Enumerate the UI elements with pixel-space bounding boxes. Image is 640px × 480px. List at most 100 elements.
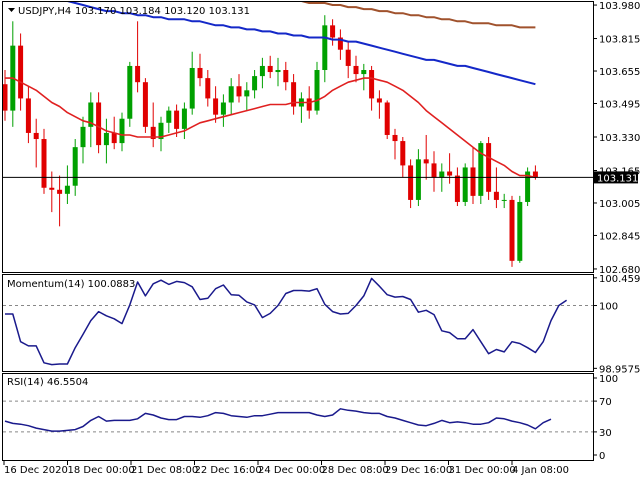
candle-bear (400, 141, 406, 166)
rsi-plot (3, 400, 593, 433)
candle-bull (244, 90, 250, 97)
candle-bear (306, 98, 312, 111)
time-tick-label: 28 Dec 08:00 (322, 465, 389, 476)
price-tick-label: 103.980 (599, 1, 640, 12)
candle-bull (322, 25, 328, 71)
candle-bear (174, 110, 180, 129)
momentum-plot (3, 277, 593, 366)
candle-bull (158, 122, 164, 140)
ma-mid-line (67, 2, 536, 86)
candle-bear (392, 134, 398, 142)
time-tick-label: 31 Dec 00:00 (449, 465, 516, 476)
candle-bear (150, 126, 156, 140)
candle-bull (64, 185, 70, 194)
time-tick-label: 16 Dec 2020 (4, 465, 68, 476)
candle-bull (88, 102, 94, 127)
time-tick-label: 24 Dec 00:00 (258, 465, 325, 476)
candle-bear (267, 65, 273, 73)
candle-bear (454, 175, 460, 202)
candle-bear (431, 163, 437, 178)
candle-bull (259, 65, 265, 77)
candle-bear (49, 187, 55, 190)
candle-bear (197, 67, 203, 79)
candle-bear (447, 171, 453, 176)
candle-bull (220, 102, 226, 115)
candle-bull (181, 108, 187, 129)
symbol-label: USDJPY,H4 (18, 6, 71, 17)
candle-bear (291, 82, 297, 107)
candle-bear (111, 132, 117, 144)
ohlc-values: 103.170 103.184 103.120 103.131 (75, 6, 250, 17)
time-tick-label: 4 Jan 08:00 (512, 465, 569, 476)
price-plot (3, 2, 593, 267)
candle-bear (376, 98, 382, 103)
candle-bull (525, 171, 531, 202)
candle-bear (509, 199, 515, 261)
candle-bear (142, 82, 148, 127)
candle-bull (415, 159, 421, 200)
candle-bear (369, 70, 375, 99)
price-tick-label: 103.005 (599, 199, 640, 210)
momentum-tick-label: 98.9575 (599, 364, 640, 375)
rsi-tick-label: 0 (599, 451, 605, 462)
price-tick-label: 102.680 (599, 265, 640, 276)
candle-bear (57, 189, 63, 194)
rsi-label: RSI(14) 46.5504 (7, 377, 88, 388)
candle-bear (532, 171, 538, 178)
momentum-panel-frame (2, 274, 594, 372)
axes: 103.131 103.980 103.815 103.655 103.495 103.3… (3, 1, 640, 476)
candle-bull (275, 70, 281, 73)
candle-bull (462, 167, 468, 202)
rsi-tick-label: 70 (599, 397, 612, 408)
momentum-tick-label: 100.4598 (599, 274, 640, 285)
ma-fast-line (5, 77, 536, 179)
candle-bear (18, 45, 24, 99)
price-tick-label: 103.330 (599, 133, 640, 144)
candle-bear (408, 165, 414, 200)
candle-bull (166, 110, 172, 123)
price-tick-label: 103.165 (599, 166, 640, 177)
candle-bear (236, 86, 242, 97)
candle-bear (330, 25, 336, 38)
price-tick-label: 103.655 (599, 67, 640, 78)
candle-bull (72, 147, 78, 186)
candle-bull (314, 70, 320, 111)
candle-bull (103, 132, 109, 146)
candle-bear (283, 70, 289, 83)
candle-bear (486, 143, 492, 192)
momentum-tick-label: 100 (599, 302, 618, 313)
candle-bear (205, 78, 211, 99)
time-tick-label: 22 Dec 16:00 (195, 465, 262, 476)
candle-bull (361, 70, 367, 75)
rsi-line (4, 408, 552, 432)
candle-bear (135, 65, 141, 83)
candle-bear (3, 84, 8, 111)
candle-bear (213, 98, 219, 115)
time-tick-label: 21 Dec 08:00 (131, 465, 198, 476)
momentum-label: Momentum(14) 100.0883 (7, 279, 135, 290)
candle-bear (96, 102, 102, 146)
candle-bull (252, 76, 258, 91)
candle-bear (423, 159, 429, 164)
candle-bear (337, 37, 343, 50)
rsi-tick-label: 30 (599, 428, 612, 439)
price-tick-label: 102.845 (599, 231, 640, 242)
candle-bear (470, 167, 476, 196)
rsi-panel-frame (2, 373, 594, 461)
ma-slow-line (301, 2, 536, 29)
candle-bull (478, 143, 484, 196)
candle-bull (228, 86, 234, 103)
candle-bull (501, 199, 507, 201)
candle-bear (353, 65, 359, 75)
candle-bear (33, 132, 39, 140)
price-tick-label: 103.495 (599, 100, 640, 111)
candle-bull (439, 171, 445, 178)
candle-bull (119, 118, 125, 144)
symbol-dropdown-icon[interactable] (8, 8, 15, 12)
time-tick-label: 18 Dec 00:00 (68, 465, 135, 476)
candle-bull (517, 201, 523, 261)
candle-bull (189, 67, 195, 109)
candle-bear (384, 102, 390, 135)
